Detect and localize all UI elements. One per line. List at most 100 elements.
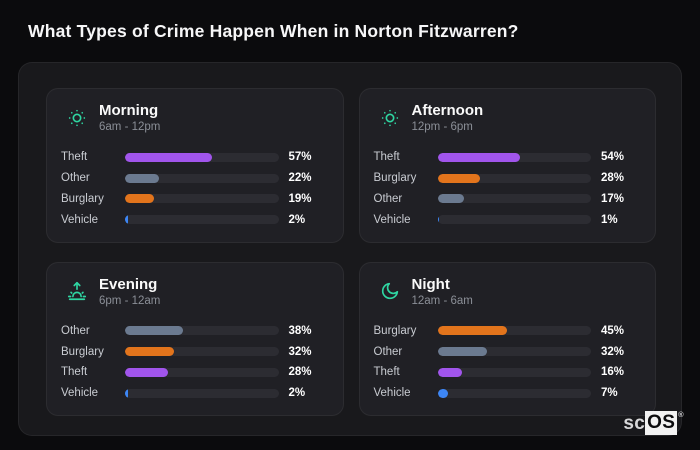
bar-row: Burglary 19% [61,189,327,209]
bar-chart: Other 38% Burglary 32% Theft 28% Vehicle… [61,321,327,405]
bar-label: Burglary [373,324,417,337]
bar-fill [125,215,129,224]
panel-subtitle: 12pm - 6pm [411,121,473,134]
panel-header: Morning 6am - 12pm [61,102,327,133]
bar-fill [125,367,168,377]
bar-row: Other 32% [374,342,640,362]
bar-value: 16% [601,366,625,379]
sunset-icon [65,279,89,303]
bar-fill [437,347,487,356]
bar-track [125,194,279,204]
panel-title: Morning [99,102,159,119]
bar-row: Other 22% [61,168,327,188]
bar-track [125,215,279,224]
bar-row: Theft 57% [61,147,327,167]
bar-row: Theft 16% [374,362,640,382]
bar-track [125,347,279,356]
bar-track [437,326,591,336]
bar-fill [125,173,159,183]
registered-trademark-icon: ® [678,410,684,419]
bar-track [437,152,591,162]
panel-header-text: Evening 6pm - 12am [99,276,160,307]
panel-header: Night 12am - 6am [374,276,640,307]
bar-fill [437,173,481,183]
scos-logo: sc OS ® [623,411,684,435]
bar-value: 1% [601,213,618,226]
bar-chart: Burglary 45% Other 32% Theft 16% Vehicle… [374,321,640,405]
bar-label: Vehicle [61,213,99,226]
bar-value: 2% [288,213,306,226]
bar-row: Burglary 28% [374,168,640,188]
bar-track [437,215,591,224]
bar-label: Vehicle [373,387,411,399]
bar-fill [125,152,213,162]
bar-value: 54% [601,151,625,164]
bar-row: Vehicle 2% [61,210,327,230]
bar-label: Vehicle [61,387,99,399]
bar-label: Theft [61,151,88,164]
bar-track [125,367,279,377]
bar-value: 28% [288,366,312,379]
bar-fill [125,194,155,204]
bar-track [437,194,591,204]
bar-chart: Theft 54% Burglary 28% Other 17% Vehicle… [374,147,640,231]
bar-fill [125,326,184,336]
panel-title: Night [411,275,450,293]
bar-row: Theft 28% [61,362,327,382]
bar-fill [437,388,449,398]
panel-title: Evening [99,275,158,293]
bar-label: Burglary [61,192,104,205]
panel-header: Afternoon 12pm - 6pm [374,102,640,133]
bar-row: Other 38% [61,321,327,341]
bar-chart: Theft 57% Other 22% Burglary 19% Vehicle… [61,147,327,231]
bar-label: Theft [373,366,400,379]
panel-header-text: Afternoon 12pm - 6pm [412,102,484,133]
scos-logo-box: OS [645,411,678,435]
panel-subtitle: 12am - 6am [411,294,473,307]
bar-label: Other [373,345,403,358]
bar-value: 19% [288,192,312,205]
bar-label: Theft [373,151,400,164]
time-panel-night: Night 12am - 6am Burglary 45% Other 32% … [358,261,656,416]
bar-row: Vehicle 1% [374,210,640,230]
bar-track [437,173,591,183]
bar-track [125,388,279,398]
bar-label: Burglary [373,172,417,184]
bar-label: Other [61,324,90,337]
panel-subtitle: 6pm - 12am [99,294,161,307]
sun-icon [378,106,402,130]
bar-value: 2% [288,387,306,399]
bar-value: 45% [601,324,625,337]
bar-track [125,152,279,162]
bar-fill [437,367,463,377]
bar-row: Vehicle 2% [61,383,327,403]
panel-header-text: Night 12am - 6am [412,276,473,307]
panel-header: Evening 6pm - 12am [61,276,327,307]
bar-value: 32% [601,345,625,358]
sun-icon [65,106,89,130]
scos-logo-prefix: sc [623,413,646,434]
panel-subtitle: 6am - 12pm [99,121,161,134]
bar-fill [125,347,175,356]
bar-fill [437,152,521,162]
bar-row: Vehicle 7% [374,383,640,403]
bar-fill [437,326,507,336]
bar-fill [437,194,464,204]
bar-label: Vehicle [373,213,411,226]
page-title: What Types of Crime Happen When in Norto… [28,21,519,41]
bar-track [125,326,279,336]
bar-value: 22% [288,172,312,184]
bar-row: Theft 54% [374,147,640,167]
bar-track [437,388,591,398]
bar-track [437,367,591,377]
dashboard-container: Morning 6am - 12pm Theft 57% Other 22% B… [18,62,682,436]
bar-value: 17% [601,192,625,205]
bar-label: Other [61,172,90,184]
bar-track [125,173,279,183]
time-panel-afternoon: Afternoon 12pm - 6pm Theft 54% Burglary … [358,88,656,243]
bar-value: 38% [288,324,312,337]
bar-row: Burglary 45% [374,321,640,341]
bar-value: 32% [288,345,312,358]
bar-label: Theft [61,366,88,379]
bar-fill [437,215,440,224]
